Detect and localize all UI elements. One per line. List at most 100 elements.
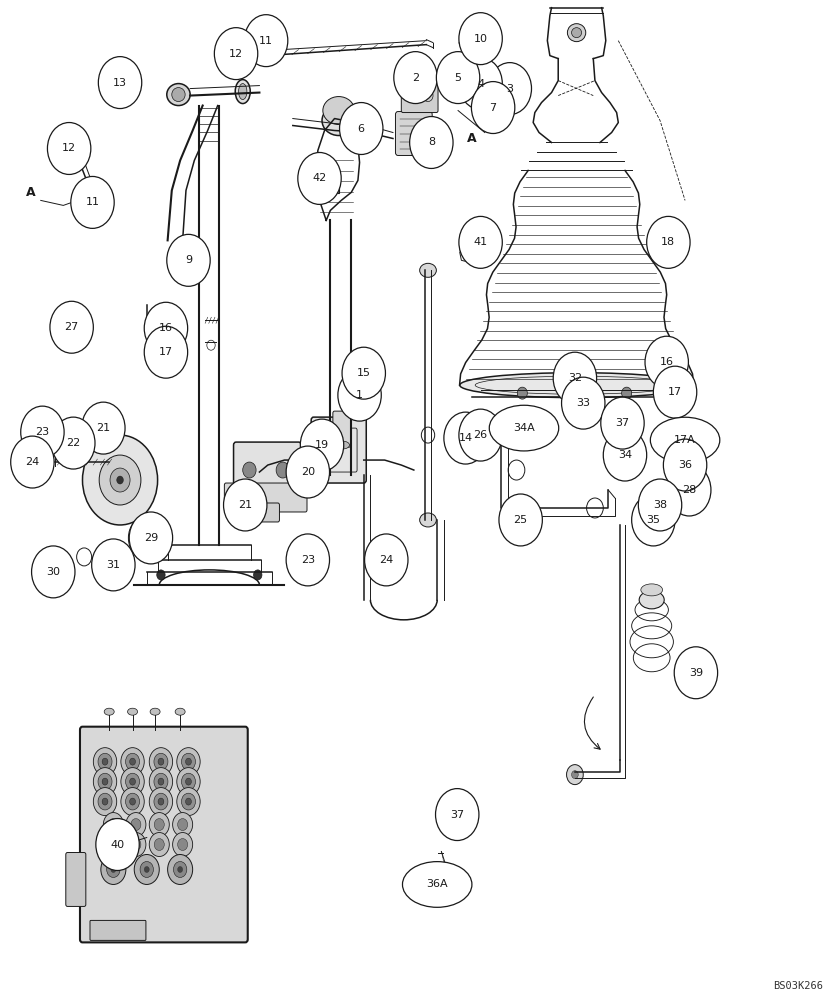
Circle shape (135, 855, 160, 884)
Circle shape (98, 753, 112, 770)
Ellipse shape (244, 15, 288, 67)
Ellipse shape (238, 84, 247, 100)
Text: 24: 24 (380, 555, 394, 565)
Ellipse shape (640, 591, 665, 609)
Text: 38: 38 (653, 500, 667, 510)
Ellipse shape (650, 417, 720, 463)
Ellipse shape (568, 24, 586, 42)
Circle shape (121, 788, 145, 816)
Text: 39: 39 (689, 668, 703, 678)
Circle shape (129, 516, 166, 560)
Ellipse shape (323, 97, 354, 125)
Ellipse shape (128, 708, 138, 715)
Circle shape (150, 748, 172, 776)
Circle shape (121, 768, 145, 796)
Ellipse shape (460, 373, 693, 398)
Circle shape (98, 793, 112, 810)
Ellipse shape (472, 82, 515, 134)
Text: 24: 24 (25, 457, 39, 467)
Ellipse shape (171, 88, 185, 102)
Circle shape (181, 773, 196, 790)
Circle shape (158, 778, 164, 785)
Ellipse shape (671, 461, 683, 469)
Circle shape (139, 528, 155, 548)
Text: 37: 37 (615, 418, 630, 428)
Circle shape (121, 748, 145, 776)
Ellipse shape (499, 494, 543, 546)
Circle shape (155, 819, 165, 831)
Circle shape (125, 793, 140, 810)
Ellipse shape (130, 512, 172, 564)
Text: 21: 21 (238, 500, 252, 510)
Ellipse shape (420, 513, 436, 527)
Circle shape (101, 855, 126, 884)
FancyBboxPatch shape (667, 430, 688, 444)
Ellipse shape (342, 347, 385, 399)
Circle shape (176, 748, 200, 776)
Circle shape (145, 866, 150, 872)
Ellipse shape (167, 84, 190, 106)
Ellipse shape (300, 419, 344, 471)
Text: A: A (467, 132, 477, 145)
Circle shape (177, 839, 187, 851)
Ellipse shape (436, 52, 480, 104)
Ellipse shape (420, 263, 436, 277)
Circle shape (150, 788, 172, 816)
Text: 31: 31 (106, 560, 120, 570)
Ellipse shape (459, 409, 502, 461)
Text: 18: 18 (661, 237, 675, 247)
Text: 8: 8 (428, 137, 435, 147)
Circle shape (150, 768, 172, 796)
Circle shape (150, 813, 169, 837)
Circle shape (125, 753, 140, 770)
Ellipse shape (32, 546, 75, 598)
Circle shape (117, 476, 124, 484)
Text: 14: 14 (458, 433, 472, 443)
Circle shape (104, 833, 124, 857)
Circle shape (110, 468, 130, 492)
Ellipse shape (80, 438, 92, 447)
Ellipse shape (459, 13, 502, 65)
Ellipse shape (632, 494, 675, 546)
Circle shape (99, 455, 141, 505)
Ellipse shape (489, 405, 558, 451)
Circle shape (158, 798, 164, 805)
Text: 35: 35 (646, 515, 660, 525)
FancyBboxPatch shape (66, 853, 86, 906)
Circle shape (150, 833, 169, 857)
Ellipse shape (664, 439, 706, 491)
Circle shape (253, 570, 262, 580)
FancyBboxPatch shape (90, 920, 146, 940)
FancyBboxPatch shape (224, 483, 307, 512)
Text: 36: 36 (678, 460, 692, 470)
Circle shape (329, 178, 337, 188)
FancyBboxPatch shape (395, 112, 432, 155)
Ellipse shape (167, 234, 210, 286)
Ellipse shape (48, 123, 91, 174)
Ellipse shape (601, 397, 645, 449)
Ellipse shape (641, 584, 663, 596)
Circle shape (130, 798, 135, 805)
FancyBboxPatch shape (667, 450, 688, 467)
FancyBboxPatch shape (31, 430, 55, 447)
Circle shape (104, 813, 124, 837)
Ellipse shape (322, 106, 355, 136)
Circle shape (172, 813, 192, 837)
Ellipse shape (11, 436, 54, 488)
Text: 36A: 36A (426, 879, 448, 889)
Circle shape (181, 753, 196, 770)
Text: 12: 12 (62, 143, 76, 153)
Circle shape (622, 387, 632, 399)
Ellipse shape (258, 44, 273, 66)
Circle shape (131, 839, 141, 851)
Ellipse shape (444, 412, 487, 464)
Circle shape (186, 758, 191, 765)
Text: 23: 23 (301, 555, 315, 565)
Circle shape (157, 570, 166, 580)
Ellipse shape (562, 377, 605, 429)
Text: 30: 30 (46, 567, 60, 577)
Ellipse shape (338, 369, 381, 421)
Circle shape (320, 178, 329, 188)
Text: 3: 3 (507, 84, 513, 94)
Circle shape (131, 819, 141, 831)
